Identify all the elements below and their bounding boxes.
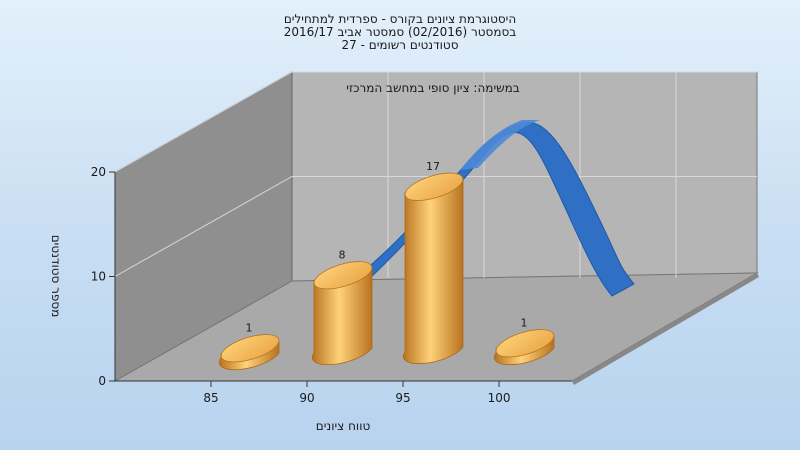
bar-top-0: [220, 334, 280, 363]
data-label-3: 1: [521, 316, 528, 329]
chart-title-line-2: בסמסטר (02/2016) סמסטר אביב 2016/17: [283, 25, 517, 39]
bar-3: [493, 329, 555, 366]
x-tick-label-2: 95: [395, 391, 410, 405]
gridline-y-1: [114, 176, 757, 277]
gridline-y-2: [114, 71, 757, 173]
bar-top-1: [313, 261, 373, 290]
chart-title-line-1: היסטוגרמת ציונים בקורס - ספרדית למתחילים: [283, 12, 517, 26]
curve-highlight: [460, 120, 540, 170]
x-tick-label-3: 100: [488, 391, 511, 405]
x-tick-label-1: 90: [299, 391, 314, 405]
bar-top-2: [404, 172, 464, 201]
bar-0: [218, 334, 280, 371]
floor-edge: [572, 273, 759, 385]
chart-title-line-3: סטודנטים רשומים - 27: [341, 38, 459, 52]
y-tick-label-1: 10: [91, 270, 106, 284]
x-tick-label-0: 85: [203, 391, 218, 405]
bar-body-1: [311, 268, 373, 366]
bar-top-3: [495, 329, 555, 358]
bar-body-2: [402, 179, 464, 365]
annotation-text: במשימה: ציון סופי במחשב המרכזי: [346, 81, 520, 95]
data-label-2: 17: [426, 160, 440, 173]
bar-1: [311, 261, 373, 366]
y-tick-label-2: 20: [91, 165, 106, 179]
y-tick-label-0: 0: [98, 374, 106, 388]
data-label-0: 1: [246, 321, 253, 334]
y-axis-title: מספר סטודנטים: [49, 235, 63, 318]
bar-2: [402, 172, 464, 365]
x-axis-title: טווח ציונים: [316, 419, 371, 433]
data-label-1: 8: [339, 248, 346, 261]
